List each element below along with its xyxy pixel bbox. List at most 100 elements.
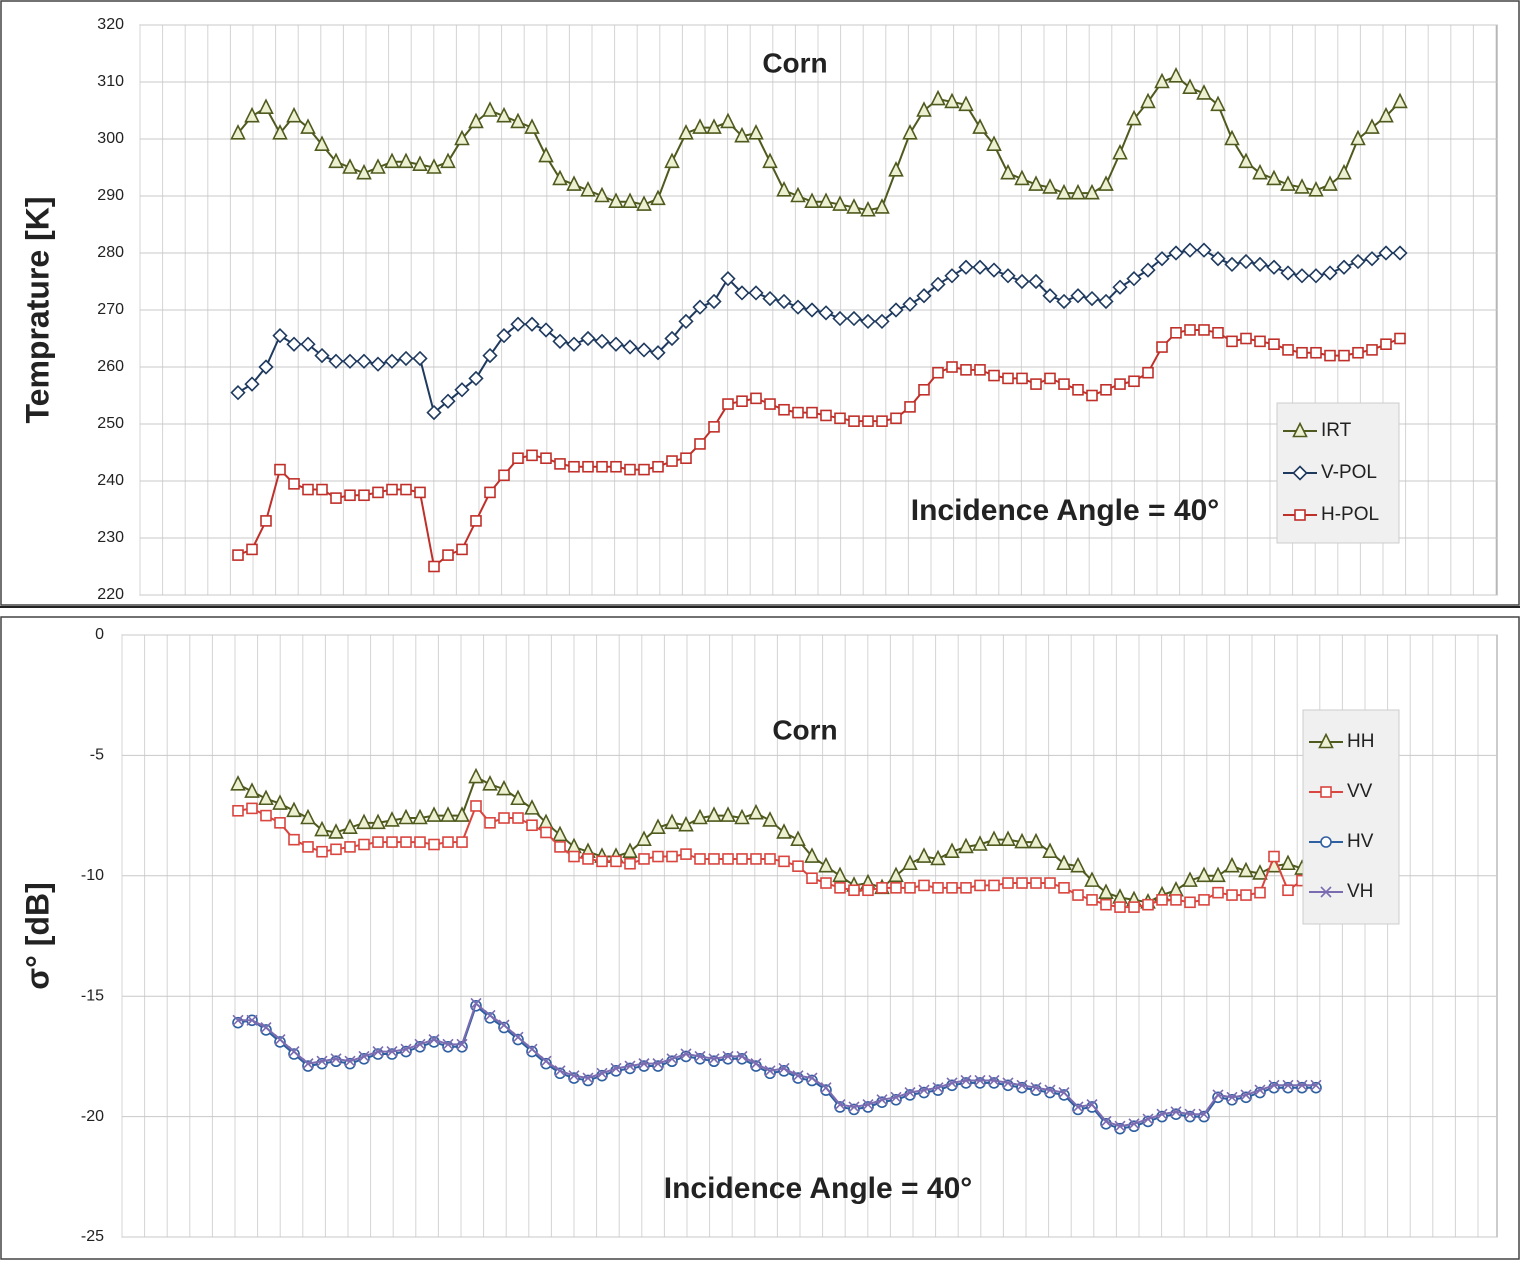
data-point: [946, 1077, 958, 1089]
data-point: [680, 848, 692, 860]
data-point: [554, 841, 566, 853]
data-point: [706, 293, 722, 310]
data-point: [636, 195, 652, 211]
annotation: Incidence Angle = 40°: [911, 494, 1220, 527]
data-point: [1366, 344, 1378, 356]
data-point: [680, 452, 692, 465]
data-point: [1112, 279, 1128, 295]
data-point: [1196, 866, 1212, 883]
data-point: [1098, 293, 1114, 310]
y-tick-label: 250: [97, 415, 124, 432]
data-point: [1378, 106, 1394, 123]
data-point: [918, 879, 930, 892]
data-point: [916, 847, 932, 863]
data-point: [1296, 1079, 1308, 1091]
data-point: [820, 877, 832, 889]
legend-label: H-POL: [1321, 504, 1379, 525]
data-point: [1156, 341, 1168, 353]
data-point: [412, 350, 428, 367]
data-point: [230, 124, 246, 140]
data-point: [678, 124, 694, 140]
data-point: [1098, 175, 1114, 191]
data-point: [804, 192, 820, 208]
data-point: [1084, 871, 1100, 887]
legend-label: HH: [1347, 731, 1374, 752]
data-point: [414, 1038, 426, 1050]
data-point: [636, 830, 652, 846]
data-point: [708, 1053, 720, 1065]
data-point: [300, 336, 316, 352]
data-point: [330, 1053, 342, 1065]
data-point: [946, 361, 958, 373]
data-point: [454, 129, 470, 146]
data-point: [1308, 268, 1324, 284]
data-point: [482, 101, 498, 117]
data-point: [512, 1031, 524, 1043]
data-point: [720, 271, 736, 287]
data-point: [316, 483, 328, 496]
data-point: [1294, 178, 1310, 194]
data-point: [1182, 78, 1198, 94]
data-point: [1156, 1108, 1168, 1120]
data-point: [1210, 95, 1226, 112]
data-point: [260, 809, 272, 822]
data-point: [1266, 259, 1282, 275]
legend-label: VH: [1347, 881, 1373, 902]
data-point: [442, 1038, 454, 1050]
data-point: [930, 89, 946, 106]
data-point: [512, 452, 524, 465]
data-point: [736, 853, 748, 865]
data-point: [720, 806, 736, 822]
data-point: [974, 1074, 986, 1087]
data-point: [314, 347, 330, 364]
data-point: [958, 95, 974, 112]
data-point: [1056, 183, 1072, 200]
data-point: [386, 1046, 398, 1058]
y-tick-label: 230: [97, 529, 124, 546]
data-point: [370, 356, 386, 372]
data-point: [706, 806, 722, 822]
data-point: [1044, 372, 1056, 385]
data-point: [594, 186, 610, 203]
data-point: [960, 882, 972, 894]
data-point: [258, 789, 274, 806]
data-point: [888, 866, 904, 883]
data-point: [1170, 894, 1182, 906]
data-point: [498, 1019, 510, 1031]
data-point: [1224, 256, 1240, 273]
y-tick-label: 220: [97, 586, 124, 603]
data-point: [1184, 896, 1196, 909]
data-point: [426, 404, 442, 421]
data-point: [526, 449, 538, 462]
data-point: [566, 175, 582, 191]
data-point: [428, 1033, 440, 1046]
data-point: [664, 813, 680, 830]
data-point: [428, 838, 440, 851]
data-point: [272, 124, 288, 140]
data-point: [1336, 163, 1352, 180]
data-point: [1002, 372, 1014, 385]
data-point: [832, 195, 848, 211]
data-point: [1098, 883, 1114, 899]
data-point: [456, 1038, 468, 1050]
data-point: [288, 1048, 300, 1060]
data-point: [1056, 293, 1072, 310]
data-point: [890, 1091, 902, 1103]
data-point: [260, 1024, 272, 1036]
data-point: [1226, 1091, 1238, 1103]
data-point: [1280, 265, 1296, 281]
data-point: [1014, 832, 1030, 849]
data-point: [1268, 1079, 1280, 1091]
data-point: [778, 403, 790, 416]
data-point: [398, 808, 414, 825]
data-point: [1378, 245, 1394, 261]
data-point: [328, 353, 344, 369]
data-point: [274, 463, 286, 476]
data-point: [412, 155, 428, 171]
data-point: [260, 515, 272, 527]
data-point: [286, 801, 302, 818]
data-point: [932, 1082, 944, 1094]
data-point: [862, 415, 874, 427]
data-point: [874, 313, 890, 330]
y-tick-label: 280: [97, 244, 124, 261]
